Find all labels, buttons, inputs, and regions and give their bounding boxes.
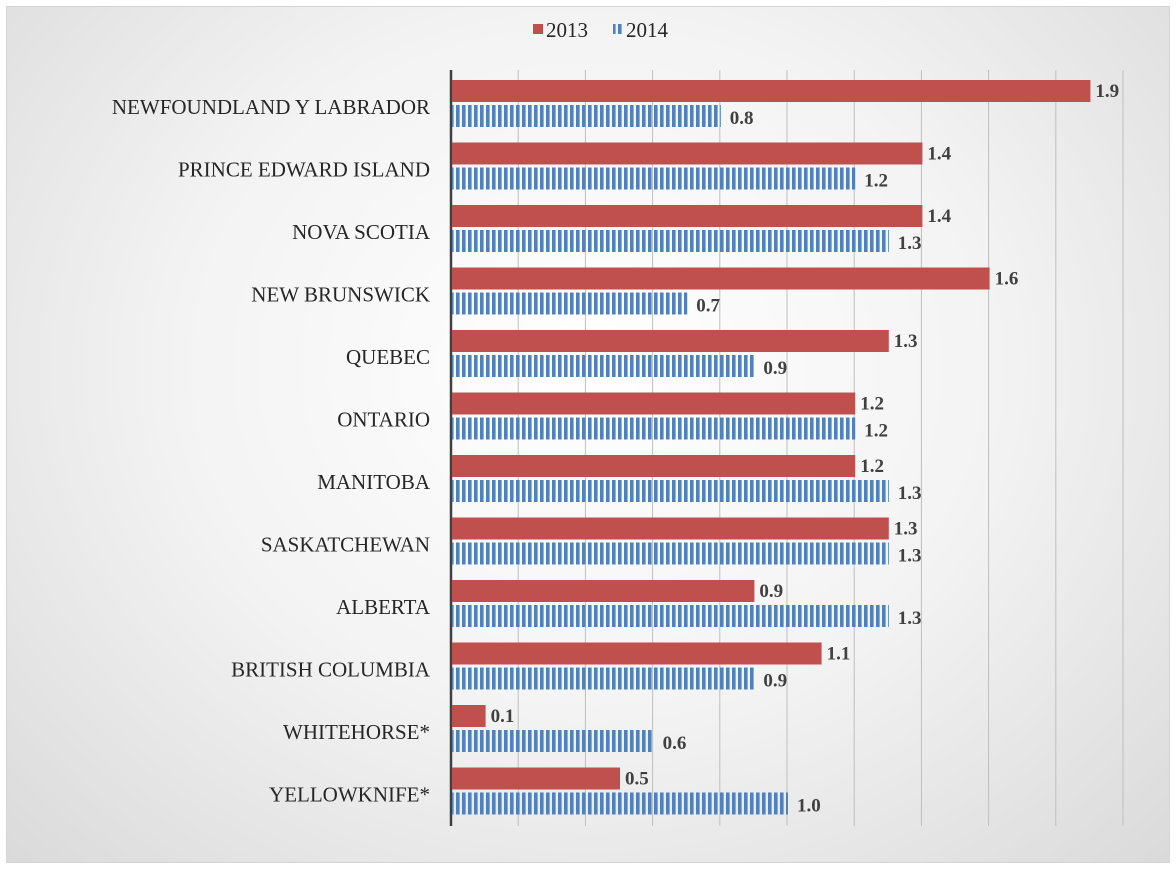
data-label-2014: 0.9 (763, 358, 787, 379)
data-label-2013: 1.4 (927, 206, 951, 227)
category-label: ALBERTA (336, 595, 431, 619)
category-label: QUEBEC (346, 345, 430, 369)
category-label: WHITEHORSE* (283, 720, 430, 744)
bar-2013 (452, 767, 620, 790)
data-label-2014: 0.6 (663, 733, 687, 754)
data-label-2014: 1.3 (898, 233, 922, 254)
bar-2013 (452, 267, 990, 290)
category-label: ONTARIO (337, 408, 430, 432)
category-label: BRITISH COLUMBIA (231, 658, 431, 682)
data-label-2013: 0.9 (759, 581, 783, 602)
bar-2014 (452, 792, 788, 815)
bar-2013 (452, 392, 856, 415)
category-label: PRINCE EDWARD ISLAND (178, 158, 430, 182)
category-label: YELLOWKNIFE* (269, 783, 430, 807)
data-label-2014: 1.3 (898, 483, 922, 504)
data-label-2013: 0.1 (491, 706, 515, 727)
bar-2013 (452, 80, 1091, 102)
bar-2014 (452, 230, 889, 252)
data-label-2013: 1.2 (860, 394, 884, 415)
category-label: SASKATCHEWAN (261, 533, 430, 557)
data-label-2014: 0.8 (730, 108, 754, 129)
bar-2014 (452, 105, 721, 127)
legend-label-2013: 2013 (546, 18, 588, 42)
bar-2013 (452, 455, 856, 477)
data-label-2014: 1.2 (864, 421, 888, 442)
data-label-2014: 1.2 (864, 171, 888, 192)
bar-2013 (452, 142, 923, 165)
legend-swatch-2013 (533, 24, 543, 34)
bar-2014 (452, 417, 856, 440)
bar-2014 (452, 480, 889, 502)
data-label-2014: 1.3 (898, 608, 922, 629)
data-label-2014: 1.3 (898, 546, 922, 567)
legend-label-2014: 2014 (626, 18, 669, 42)
bar-2014 (452, 667, 755, 690)
data-label-2013: 1.6 (995, 269, 1019, 290)
category-label: NOVA SCOTIA (292, 220, 431, 244)
category-label: MANITOBA (317, 470, 431, 494)
bar-2013 (452, 642, 822, 665)
bar-2013 (452, 580, 755, 602)
bar-2013 (452, 705, 486, 727)
bar-2014 (452, 542, 889, 565)
bar-2014 (452, 292, 688, 315)
data-label-2013: 1.3 (894, 331, 918, 352)
data-label-2013: 1.1 (827, 644, 851, 665)
data-label-2013: 0.5 (625, 769, 649, 790)
bar-2013 (452, 205, 923, 227)
bar-2014 (452, 730, 654, 752)
bar-2014 (452, 605, 889, 627)
data-label-2013: 1.4 (927, 144, 951, 165)
category-label: NEWFOUNDLAND Y LABRADOR (112, 95, 430, 119)
bar-2013 (452, 330, 889, 352)
data-label-2014: 0.9 (763, 671, 787, 692)
data-label-2014: 0.7 (696, 296, 720, 317)
legend-swatch-2014 (613, 24, 623, 34)
bar-2014 (452, 355, 755, 377)
category-label: NEW BRUNSWICK (251, 283, 430, 307)
bar-2013 (452, 517, 889, 540)
data-label-2013: 1.3 (894, 519, 918, 540)
data-label-2013: 1.9 (1095, 81, 1119, 102)
data-label-2014: 1.0 (797, 796, 821, 817)
bar-2014 (452, 167, 856, 190)
data-label-2013: 1.2 (860, 456, 884, 477)
